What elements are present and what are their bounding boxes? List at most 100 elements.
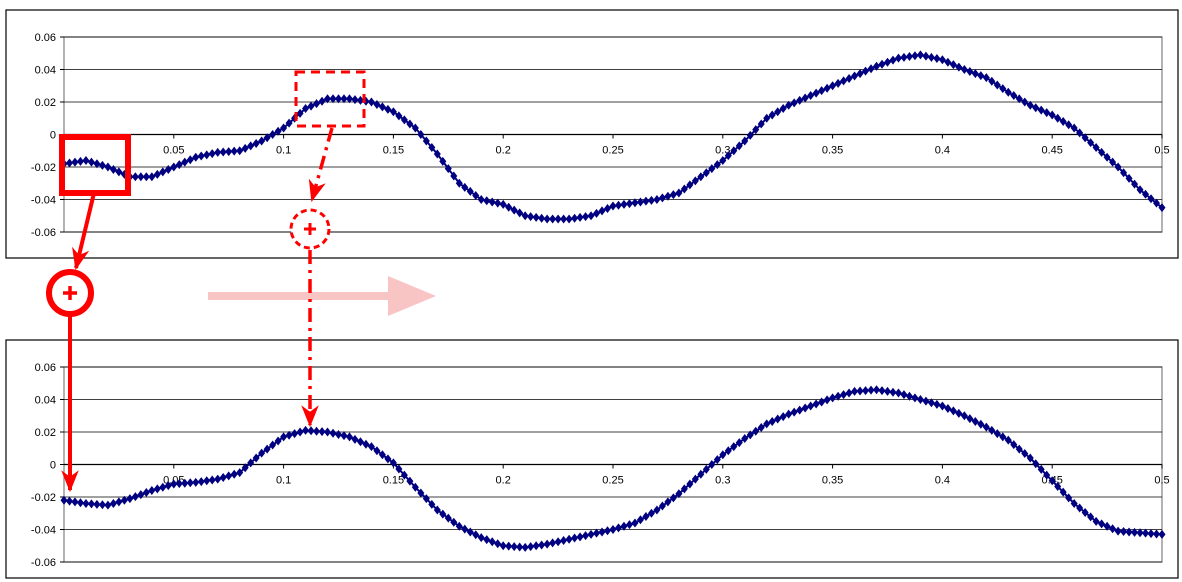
- bottom-chart-data-point: [593, 528, 601, 538]
- bottom-chart-data-point: [549, 538, 557, 548]
- bottom-chart-data-point: [225, 471, 233, 481]
- top-chart-data-point: [395, 111, 403, 121]
- top-chart-data-point: [417, 130, 425, 139]
- bottom-chart-data-point: [894, 388, 902, 398]
- add-circle-icon: [46, 269, 94, 317]
- bottom-chart-data-point: [1015, 444, 1023, 454]
- bottom-chart-data-point: [631, 518, 639, 528]
- bottom-chart-data-point: [1120, 527, 1128, 537]
- bottom-chart-data-point: [274, 436, 282, 446]
- bottom-chart-data-point: [241, 463, 249, 473]
- top-chart-data-point: [686, 180, 694, 190]
- bottom-chart-data-point: [71, 497, 79, 507]
- bottom-chart-data-point: [691, 474, 699, 484]
- top-chart-data-point: [982, 73, 990, 83]
- top-chart-data-point: [186, 155, 194, 165]
- top-chart-x-tick-label: 0.2: [496, 145, 511, 157]
- top-chart-data-point: [1054, 113, 1062, 123]
- bottom-chart-data-point: [499, 541, 507, 551]
- top-chart-data-point: [98, 160, 106, 170]
- top-chart-x-tick-label: 0.35: [822, 145, 843, 157]
- bottom-chart-x-tick-label: 0.15: [383, 475, 404, 487]
- top-chart-data-point: [625, 199, 633, 209]
- bottom-chart-data-point: [598, 527, 606, 537]
- top-chart-data-point: [1158, 203, 1166, 213]
- bottom-chart-data-point: [1021, 449, 1029, 459]
- top-chart-data-point: [614, 200, 622, 210]
- bottom-chart-data-point: [505, 541, 513, 551]
- bottom-chart-data-point: [1087, 512, 1095, 522]
- bottom-chart-data-point: [1054, 481, 1062, 491]
- top-chart-x-tick-label: 0.5: [1154, 145, 1169, 157]
- bottom-chart-data-point: [785, 409, 793, 419]
- top-chart-data-point: [494, 198, 502, 208]
- top-chart-data-point: [203, 150, 211, 160]
- bottom-chart-data-point: [977, 419, 985, 429]
- top-chart-data-point: [1131, 179, 1139, 189]
- bottom-chart-data-point: [400, 470, 408, 480]
- top-chart-data-point: [604, 203, 612, 213]
- bottom-chart-data-point: [988, 425, 996, 435]
- top-chart-data-point: [1098, 147, 1106, 157]
- bottom-chart-data-point: [302, 425, 310, 435]
- top-chart-data-point: [834, 78, 842, 88]
- bottom-chart-data-point: [411, 482, 419, 492]
- bottom-chart-y-tick-label: 0.06: [35, 362, 56, 374]
- bottom-chart-data-point: [851, 386, 859, 396]
- top-chart-data-point: [741, 136, 749, 146]
- top-chart-data-point: [966, 67, 974, 77]
- bottom-chart-data-point: [406, 476, 414, 486]
- top-chart-data-point: [247, 141, 255, 151]
- top-chart-data-point: [219, 147, 227, 157]
- top-chart-x-tick-label: 0.05: [163, 145, 184, 157]
- bottom-chart-data-point: [351, 434, 359, 444]
- bottom-chart-data-point: [483, 535, 491, 545]
- top-chart-data-point: [148, 172, 156, 182]
- top-chart-series: [60, 50, 1166, 224]
- bottom-chart-data-point: [203, 476, 211, 486]
- top-chart-data-point: [137, 172, 145, 182]
- top-chart-data-point: [845, 73, 853, 83]
- top-chart-data-point: [483, 196, 491, 206]
- top-chart-data-point: [367, 97, 375, 107]
- bottom-chart-data-point: [823, 395, 831, 405]
- top-chart-data-point: [862, 66, 870, 76]
- bottom-chart-data-point: [1098, 519, 1106, 529]
- bottom-chart-data-point: [982, 422, 990, 432]
- top-chart-data-point: [1059, 117, 1067, 126]
- bottom-chart-data-point: [680, 484, 688, 494]
- top-chart-data-point: [856, 69, 864, 79]
- top-chart-data-point: [719, 156, 727, 165]
- bottom-chart-x-tick-label: 0.1: [276, 475, 291, 487]
- top-chart-data-point: [922, 51, 930, 61]
- top-chart-data-point: [1125, 173, 1133, 183]
- dashed-connector-arrow-1: [308, 127, 334, 203]
- bottom-chart-data-point: [730, 442, 738, 452]
- bottom-chart-data-point: [840, 390, 848, 400]
- bottom-chart-y-tick-label: -0.04: [31, 525, 56, 537]
- top-chart-data-point: [894, 53, 902, 63]
- top-chart-data-point: [708, 164, 716, 174]
- bottom-chart-data-point: [757, 423, 765, 433]
- top-chart-data-point: [280, 123, 288, 133]
- top-chart-data-point: [175, 160, 183, 170]
- bottom-chart-data-point: [1147, 529, 1155, 539]
- top-chart-data-point: [170, 162, 178, 172]
- top-chart-data-point: [971, 69, 979, 79]
- top-chart-y-tick-label: 0: [50, 130, 56, 142]
- top-chart-data-point: [735, 141, 743, 151]
- bottom-chart-data-point: [439, 509, 447, 519]
- bottom-chart-x-tick-label: 0.35: [822, 475, 843, 487]
- top-chart-data-point: [109, 164, 117, 174]
- top-chart-data-point: [499, 199, 507, 209]
- top-chart-data-point: [675, 188, 683, 198]
- top-chart-y-tick-label: 0.06: [35, 32, 56, 44]
- top-chart-data-point: [576, 212, 584, 222]
- top-chart-data-point: [598, 206, 606, 216]
- bottom-chart-data-point: [186, 478, 194, 488]
- top-chart-data-point: [373, 99, 381, 109]
- bottom-chart-data-point: [790, 407, 798, 417]
- top-chart-data-point: [197, 151, 205, 161]
- top-chart-data-point: [274, 126, 282, 136]
- bottom-chart-data-point: [126, 494, 134, 504]
